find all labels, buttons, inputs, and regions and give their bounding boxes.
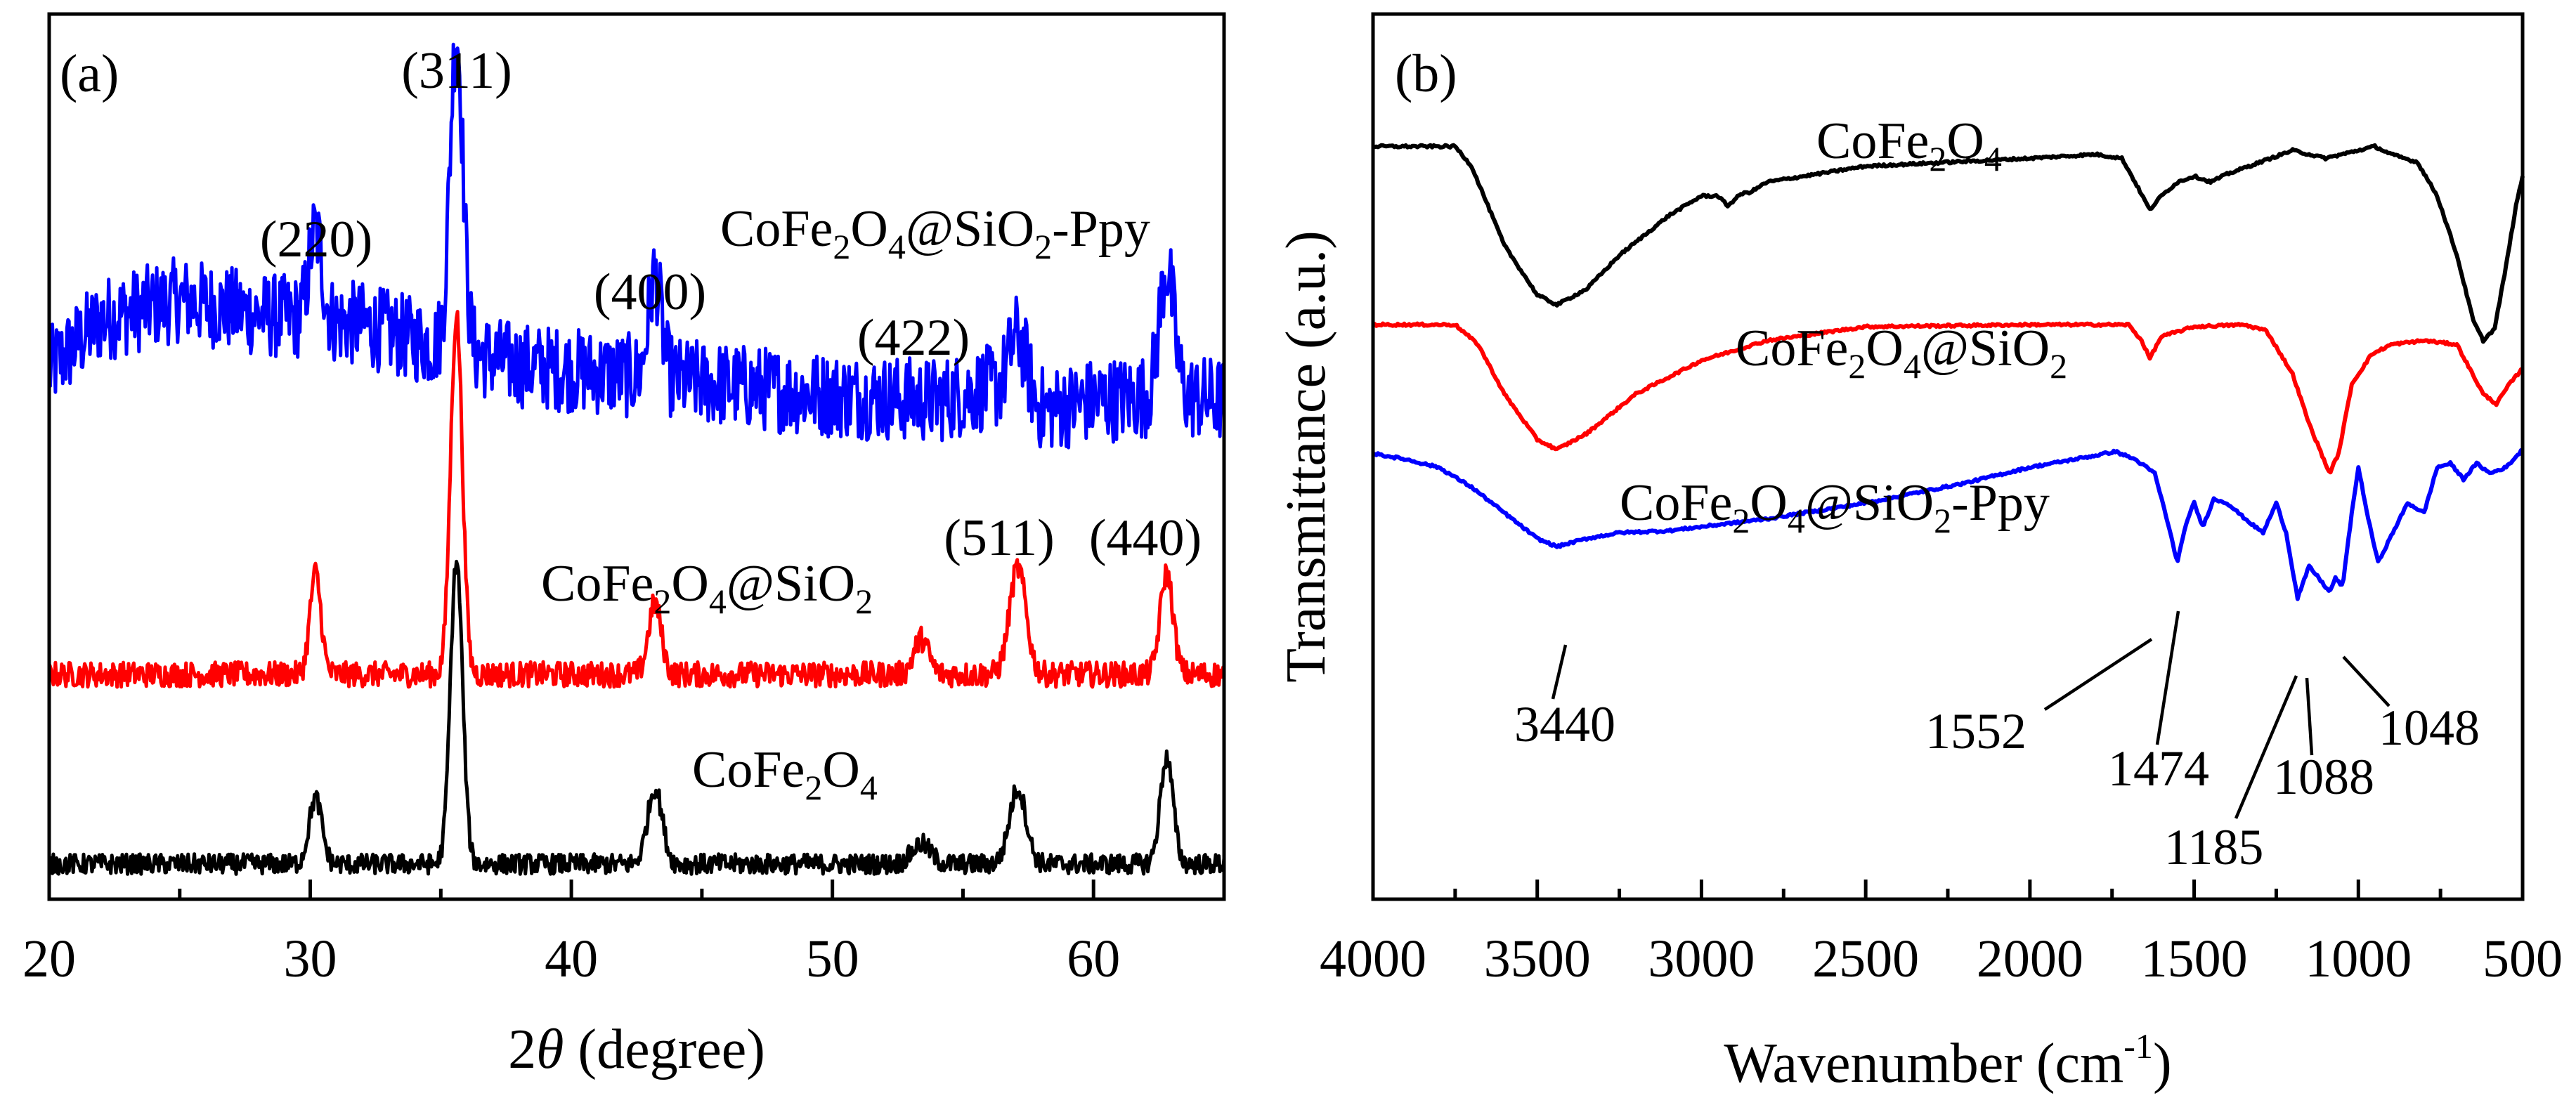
ftir-panel-tag: (b)	[1395, 44, 1457, 103]
ftir-annotation-label: 1185	[2164, 819, 2263, 875]
ftir-annotation-leader	[2305, 677, 2314, 756]
xrd-series-labels: CoFe2O4@SiO2-Ppy CoFe2O4@SiO2 CoFe2O4	[541, 200, 1150, 807]
ftir-x-tick-label: 3000	[1648, 929, 1755, 988]
ftir-x-tick-label: 2000	[1977, 929, 2083, 988]
ftir-series-line	[1372, 447, 2523, 601]
ftir-series-labels: CoFe2O4 CoFe2O4@SiO2 CoFe2O4@SiO2-Ppy	[1620, 112, 2067, 540]
ftir-x-tick-label: 3500	[1484, 929, 1591, 988]
xrd-series-line	[47, 310, 1225, 689]
xrd-panel: 20 30 40 50 60 (a) (220) (311) (400) (422) (511)…	[22, 12, 1226, 1080]
ftir-y-axis-title: Transmittance (a.u.)	[1275, 230, 1337, 683]
ftir-x-tick-label: 1000	[2305, 929, 2412, 988]
xrd-panel-tag: (a)	[60, 44, 119, 103]
ftir-series-label: CoFe2O4@SiO2	[1736, 320, 2067, 386]
ftir-x-tick-label: 500	[2483, 929, 2563, 988]
ftir-series-label: CoFe2O4@SiO2-Ppy	[1620, 474, 2050, 540]
ftir-annotation-leader	[2043, 638, 2153, 711]
ftir-panel: 4000 3500 3000 2500 2000 1500 1000 500 (b) CoFe…	[1275, 12, 2563, 1094]
ftir-x-tick-label: 2500	[1812, 929, 1919, 988]
xrd-xlabel-prefix: 2	[508, 1019, 536, 1080]
xrd-x-ticks: 20 30 40 50 60	[22, 880, 1226, 988]
xrd-x-tick-label: 20	[22, 929, 76, 988]
xrd-peak-label: (440)	[1089, 509, 1202, 567]
ftir-annotation-label: 1088	[2273, 749, 2374, 805]
ftir-x-axis-title: Wavenumber (cm-1)	[1724, 1026, 2171, 1094]
xrd-series-label: CoFe2O4@SiO2	[541, 555, 873, 621]
xrd-x-axis-title: 2θ (degree)	[508, 1019, 765, 1080]
xrd-series-label: CoFe2O4	[692, 741, 878, 807]
xrd-x-tick-label: 30	[284, 929, 337, 988]
ftir-xlabel: Wavenumber (cm	[1724, 1033, 2123, 1094]
ftir-annotation-leader	[2234, 675, 2298, 819]
xrd-x-tick-label: 40	[545, 929, 598, 988]
ftir-xlabel-end: )	[2153, 1033, 2172, 1094]
ftir-annotation-leader	[1551, 644, 1568, 700]
xrd-peak-label: (422)	[857, 309, 970, 367]
xrd-peak-labels: (220) (311) (400) (422) (511) (440)	[260, 42, 1202, 567]
xrd-series-line	[47, 42, 1226, 450]
ftir-annotation-leader	[2342, 655, 2390, 707]
xrd-peak-label: (220)	[260, 211, 372, 268]
ftir-xlabel-sup: -1	[2123, 1026, 2153, 1066]
ftir-series-line	[1372, 143, 2525, 344]
xrd-x-tick-label: 60	[1067, 929, 1120, 988]
xrd-series-group	[47, 42, 1226, 876]
ftir-annotation-label: 1048	[2379, 700, 2480, 756]
ftir-x-tick-label: 4000	[1320, 929, 1426, 988]
ftir-series-line	[1372, 321, 2523, 475]
xrd-peak-label: (311)	[401, 42, 512, 100]
xrd-peak-label: (511)	[944, 509, 1055, 567]
xrd-series-line	[48, 559, 1226, 876]
xrd-xlabel-suffix: (degree)	[564, 1019, 765, 1080]
ftir-x-ticks: 4000 3500 3000 2500 2000 1500 1000 500	[1320, 880, 2563, 988]
xrd-xlabel-theta: θ	[536, 1019, 564, 1080]
ftir-annotation-label: 3440	[1514, 696, 1615, 752]
xrd-plot-frame	[47, 12, 1226, 901]
ftir-series-label: CoFe2O4	[1816, 112, 2002, 178]
ftir-annotation-leader	[2155, 610, 2180, 745]
xrd-x-tick-label: 50	[806, 929, 859, 988]
ftir-annotation-label: 1474	[2108, 740, 2209, 797]
xrd-series-label: CoFe2O4@SiO2-Ppy	[720, 200, 1150, 266]
xrd-peak-label: (400)	[594, 263, 706, 321]
ftir-series-group	[1372, 143, 2525, 601]
ftir-x-tick-label: 1500	[2141, 929, 2248, 988]
ftir-annotation-label: 1552	[1925, 703, 2027, 759]
